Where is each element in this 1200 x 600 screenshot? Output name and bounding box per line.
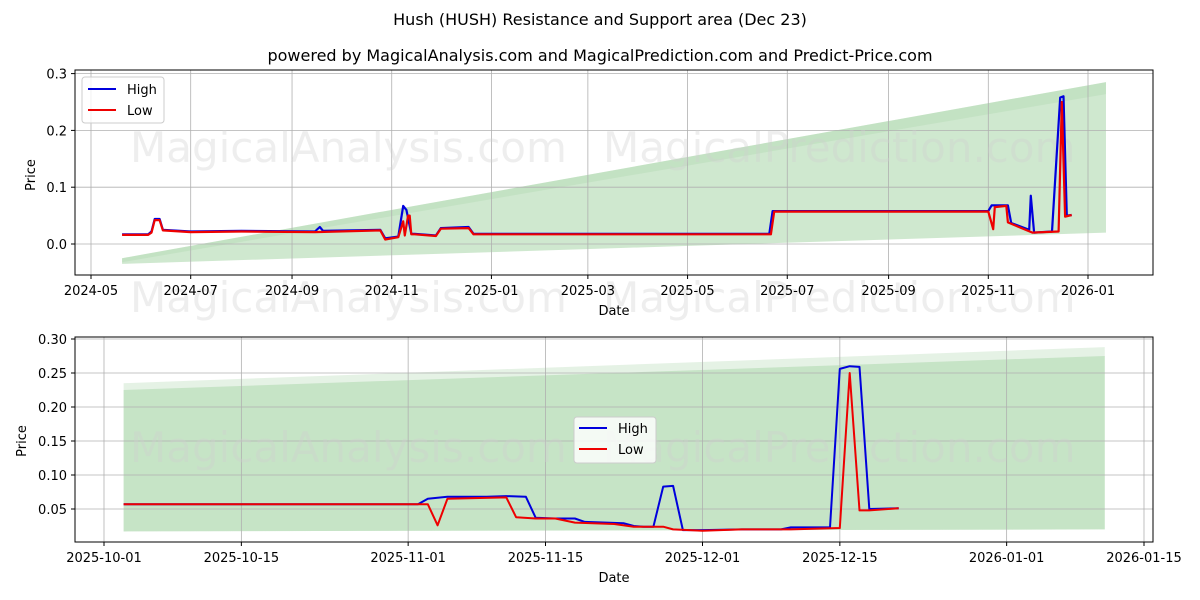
x-tick-label: 2025-12-01 [665, 551, 741, 566]
legend-low-label: Low [127, 104, 153, 119]
watermark-analysis: MagicalAnalysis.com [130, 123, 567, 172]
y-tick-label: 0.3 [46, 68, 67, 83]
price-lines [122, 95, 1072, 241]
legend-high-label: High [127, 83, 157, 98]
y-tick-label: 0.0 [46, 238, 67, 253]
y-tick-label: 0.10 [38, 469, 67, 484]
x-tick-label: 2025-01 [464, 284, 518, 299]
grid-lines [75, 70, 1153, 275]
x-tick-label: 2024-11 [365, 284, 419, 299]
legend: High Low [81, 76, 165, 124]
x-tick-label: 2025-03 [561, 284, 615, 299]
legend: High Low [573, 416, 657, 464]
x-tick-label: 2024-07 [164, 284, 218, 299]
x-tick-label: 2025-09 [861, 284, 915, 299]
axes-frame [74, 336, 1154, 543]
x-tick-label: 2025-10-15 [204, 551, 280, 566]
x-tick-label: 2025-11-15 [508, 551, 584, 566]
x-tick-label: 2025-05 [660, 284, 714, 299]
watermark-prediction: MagicalPrediction.com [603, 423, 1076, 472]
x-tick-label: 2025-10-01 [66, 551, 142, 566]
axes-frame [74, 69, 1154, 276]
y-tick-label: 0.1 [46, 181, 67, 196]
y-tick-label: 0.25 [38, 367, 67, 382]
legend-low-label: Low [618, 443, 644, 458]
support-resistance-band [122, 82, 1106, 264]
x-tick-label: 2025-11-01 [370, 551, 446, 566]
watermark-prediction-lower: MagicalPrediction.com [603, 273, 1076, 322]
x-tick-label: 2024-05 [64, 284, 118, 299]
x-axis-ticks: 2024-05 2024-07 2024-09 2024-11 2025-01 2025-… [64, 275, 1115, 299]
y-tick-label: 0.05 [38, 503, 67, 518]
x-tick-label: 2026-01-15 [1106, 551, 1182, 566]
low-series-line [122, 100, 1072, 241]
chart-subtitle: powered by MagicalAnalysis.com and Magic… [267, 46, 933, 65]
legend-high-label: High [618, 422, 648, 437]
x-axis-ticks: 2025-10-01 2025-10-15 2025-11-01 2025-11-15… [66, 542, 1182, 566]
y-axis-ticks: 0.05 0.10 0.15 0.20 0.25 0.30 [38, 333, 75, 518]
watermark-analysis: MagicalAnalysis.com [130, 423, 567, 472]
watermark-analysis-lower: MagicalAnalysis.com [130, 273, 567, 322]
x-tick-label: 2025-07 [760, 284, 814, 299]
x-axis-label: Date [598, 571, 629, 586]
x-tick-label: 2025-11 [961, 284, 1015, 299]
x-tick-label: 2026-01 [1061, 284, 1115, 299]
y-tick-label: 0.20 [38, 401, 67, 416]
y-tick-label: 0.2 [46, 124, 67, 139]
x-tick-label: 2024-09 [265, 284, 319, 299]
top-chart: MagicalAnalysis.com MagicalPrediction.co… [24, 68, 1154, 322]
y-tick-label: 0.30 [38, 333, 67, 348]
grid-lines [75, 337, 1153, 542]
y-axis-label: Price [24, 159, 39, 191]
y-axis-label: Price [15, 425, 30, 457]
watermark-prediction: MagicalPrediction.com [603, 123, 1076, 172]
y-tick-label: 0.15 [38, 435, 67, 450]
bottom-chart: MagicalAnalysis.com MagicalPrediction.co… [15, 333, 1182, 586]
x-tick-label: 2026-01-01 [969, 551, 1045, 566]
y-axis-ticks: 0.0 0.1 0.2 0.3 [46, 68, 75, 253]
low-series-line [123, 372, 899, 532]
price-lines [123, 365, 899, 532]
x-axis-label: Date [598, 304, 629, 319]
chart-title: Hush (HUSH) Resistance and Support area … [393, 10, 807, 29]
x-tick-label: 2025-12-15 [802, 551, 878, 566]
